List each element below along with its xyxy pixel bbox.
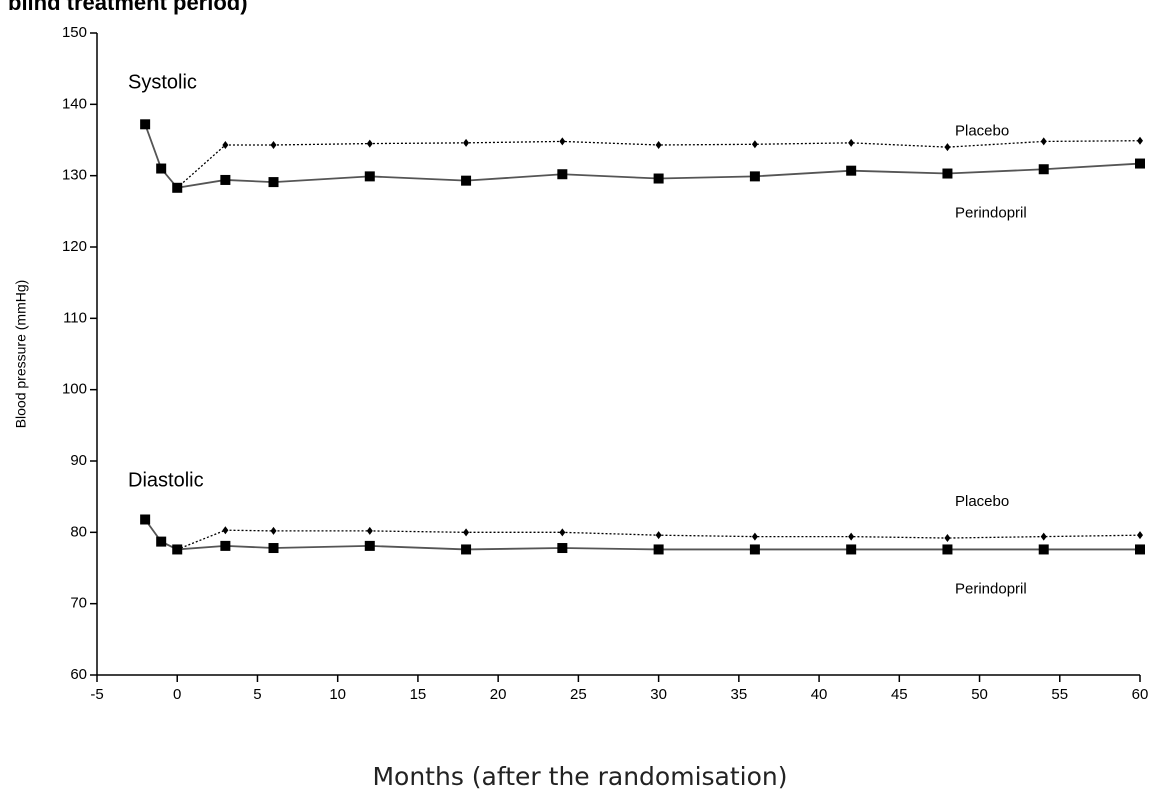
- series-label: Placebo: [955, 493, 1009, 510]
- y-axis-label: Blood pressure (mmHg): [13, 280, 29, 429]
- x-tick-label: 25: [570, 686, 587, 703]
- marker: [942, 168, 953, 179]
- marker: [1040, 532, 1047, 541]
- marker: [461, 175, 472, 186]
- marker: [463, 528, 470, 537]
- series-line: [176, 140, 1141, 189]
- series-label: Perindopril: [955, 580, 1027, 597]
- marker: [268, 543, 279, 554]
- marker: [1135, 158, 1145, 169]
- marker: [942, 544, 953, 555]
- marker: [653, 544, 664, 555]
- marker: [222, 526, 229, 535]
- marker: [220, 540, 231, 551]
- y-tick-label: 60: [70, 666, 87, 683]
- x-tick-label: 45: [891, 686, 908, 703]
- marker: [848, 138, 855, 147]
- marker: [366, 526, 373, 535]
- y-tick-label: 100: [62, 381, 87, 398]
- x-tick-label: 5: [253, 686, 261, 703]
- marker: [559, 528, 566, 537]
- annotation: Diastolic: [128, 469, 204, 491]
- x-tick-label: -5: [90, 686, 103, 703]
- marker: [1137, 531, 1143, 540]
- marker: [559, 137, 566, 146]
- marker: [751, 140, 758, 149]
- y-tick-label: 80: [70, 523, 87, 540]
- x-axis-label: Months (after the randomisation): [372, 762, 787, 791]
- marker: [846, 544, 857, 555]
- marker: [463, 138, 470, 147]
- marker: [364, 540, 375, 551]
- y-tick-label: 110: [63, 309, 87, 326]
- marker: [944, 143, 951, 152]
- x-tick-label: 50: [971, 686, 988, 703]
- marker: [220, 174, 231, 185]
- marker: [156, 163, 167, 174]
- marker: [1040, 137, 1047, 146]
- marker: [1135, 544, 1145, 555]
- marker: [655, 531, 662, 540]
- marker: [1038, 164, 1049, 175]
- y-tick-label: 150: [62, 24, 87, 41]
- marker: [557, 169, 568, 180]
- marker: [749, 544, 760, 555]
- marker: [557, 543, 568, 554]
- marker: [1137, 136, 1143, 145]
- series-label: Perindopril: [955, 205, 1027, 222]
- marker: [366, 139, 373, 148]
- x-tick-label: 30: [650, 686, 667, 703]
- x-tick-label: 15: [410, 686, 427, 703]
- chart-title: blind treatment period): [8, 0, 248, 15]
- series-line: [144, 518, 1140, 551]
- y-tick-label: 140: [62, 95, 87, 112]
- y-tick-label: 90: [70, 452, 87, 469]
- marker: [172, 182, 183, 193]
- marker: [751, 532, 758, 541]
- marker: [270, 526, 277, 535]
- marker: [1038, 544, 1049, 555]
- marker: [156, 536, 167, 547]
- marker: [222, 140, 229, 149]
- marker: [655, 140, 662, 149]
- x-tick-label: 20: [490, 686, 507, 703]
- x-tick-label: 60: [1132, 686, 1149, 703]
- marker: [270, 140, 277, 149]
- series-line: [176, 529, 1141, 551]
- y-tick-label: 70: [70, 595, 87, 612]
- marker: [364, 171, 375, 182]
- series-label: Placebo: [955, 123, 1009, 140]
- marker: [140, 119, 151, 130]
- marker: [140, 514, 151, 525]
- y-tick-label: 120: [62, 238, 87, 255]
- annotation: Systolic: [128, 71, 197, 93]
- x-tick-label: 55: [1051, 686, 1068, 703]
- marker: [268, 177, 279, 188]
- marker: [172, 544, 183, 555]
- marker: [653, 173, 664, 184]
- marker: [848, 532, 855, 541]
- x-tick-label: 0: [173, 686, 181, 703]
- marker: [846, 165, 857, 176]
- x-tick-label: 40: [811, 686, 828, 703]
- marker: [461, 544, 472, 555]
- x-tick-label: 10: [329, 686, 346, 703]
- y-tick-label: 130: [62, 167, 87, 184]
- series-line: [144, 123, 1141, 189]
- marker: [944, 534, 951, 543]
- x-tick-label: 35: [731, 686, 748, 703]
- marker: [749, 171, 760, 182]
